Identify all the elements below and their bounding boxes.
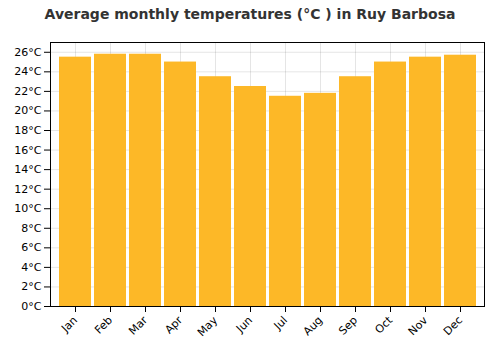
svg-text:Feb: Feb (92, 314, 115, 337)
svg-text:Oct: Oct (372, 313, 395, 336)
svg-text:12°C: 12°C (14, 183, 41, 196)
svg-text:Dec: Dec (441, 314, 465, 338)
svg-text:Mar: Mar (126, 313, 150, 337)
svg-text:Jun: Jun (233, 314, 255, 336)
svg-text:26°C: 26°C (14, 46, 41, 59)
svg-text:4°C: 4°C (21, 261, 41, 274)
svg-text:Sep: Sep (336, 314, 360, 338)
svg-text:22°C: 22°C (14, 85, 41, 98)
svg-text:18°C: 18°C (14, 124, 41, 137)
html-text:Average monthly temperatures (: Average monthly temperatures (°C ) in Ru… (44, 6, 456, 22)
svg-text:16°C: 16°C (14, 144, 41, 157)
svg-text:Apr: Apr (162, 313, 185, 336)
svg-text:Nov: Nov (406, 313, 431, 338)
svg-text:May: May (195, 313, 221, 339)
svg-text:2°C: 2°C (21, 280, 41, 293)
svg-text:0°C: 0°C (21, 300, 41, 313)
svg-text:10°C: 10°C (14, 202, 41, 215)
svg-text:Jul: Jul (271, 314, 290, 333)
svg-text:24°C: 24°C (14, 65, 41, 78)
svg-text:Jan: Jan (58, 314, 80, 336)
svg-text:8°C: 8°C (21, 222, 41, 235)
svg-text:20°C: 20°C (14, 104, 41, 117)
svg-text:6°C: 6°C (21, 241, 41, 254)
svg-text:14°C: 14°C (14, 163, 41, 176)
svg-text:Aug: Aug (301, 314, 325, 338)
